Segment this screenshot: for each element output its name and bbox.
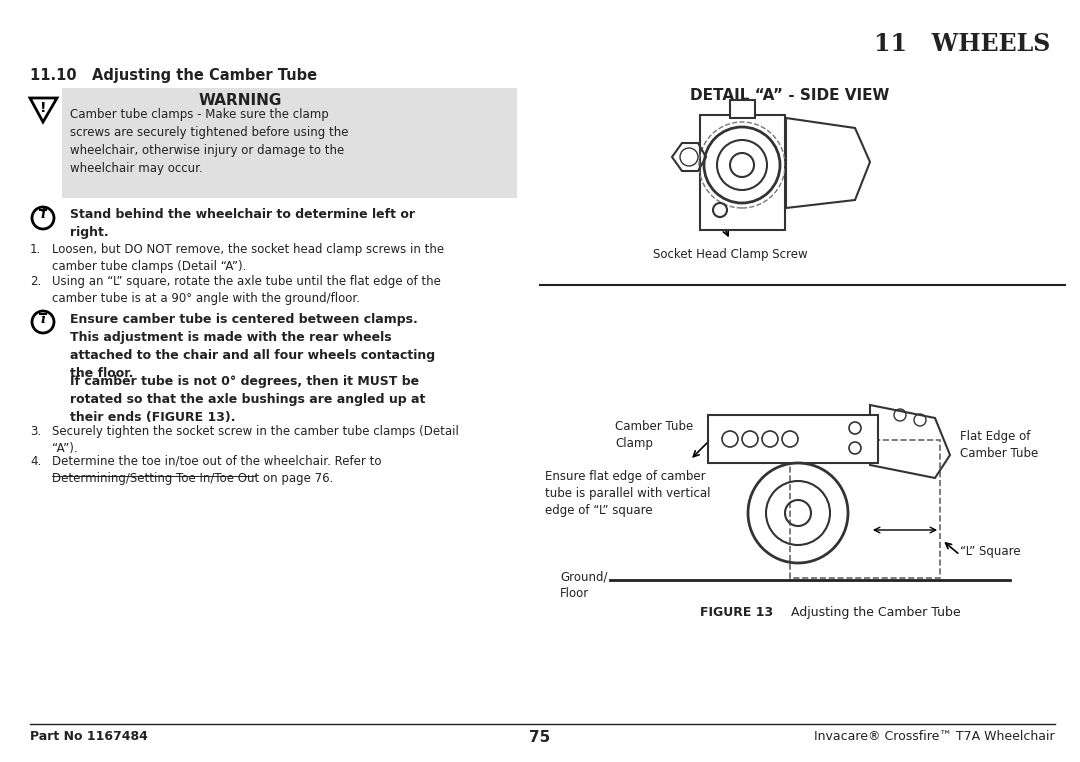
Text: !: ! xyxy=(40,101,46,115)
Text: Loosen, but DO NOT remove, the socket head clamp screws in the
camber tube clamp: Loosen, but DO NOT remove, the socket he… xyxy=(52,243,444,273)
Text: Using an “L” square, rotate the axle tube until the flat edge of the
camber tube: Using an “L” square, rotate the axle tub… xyxy=(52,275,441,305)
Text: Adjusting the Camber Tube: Adjusting the Camber Tube xyxy=(775,606,960,619)
Text: 1.: 1. xyxy=(30,243,41,256)
Bar xyxy=(62,88,517,198)
Bar xyxy=(730,100,755,118)
Text: FIGURE 13: FIGURE 13 xyxy=(700,606,773,619)
Text: Flat Edge of
Camber Tube: Flat Edge of Camber Tube xyxy=(960,430,1038,460)
Text: 2.: 2. xyxy=(30,275,41,288)
Text: i: i xyxy=(41,209,45,222)
Text: 4.: 4. xyxy=(30,455,41,468)
Text: Socket Head Clamp Screw: Socket Head Clamp Screw xyxy=(652,248,808,261)
Text: i: i xyxy=(41,312,45,325)
Text: Camber Tube
Clamp: Camber Tube Clamp xyxy=(615,420,693,450)
Text: Securely tighten the socket screw in the camber tube clamps (Detail
“A”).: Securely tighten the socket screw in the… xyxy=(52,425,459,455)
Text: Ensure camber tube is centered between clamps.: Ensure camber tube is centered between c… xyxy=(70,313,418,326)
Text: “L” Square: “L” Square xyxy=(960,545,1021,558)
Text: Determine the toe in/toe out of the wheelchair. Refer to
Determining/Setting Toe: Determine the toe in/toe out of the whee… xyxy=(52,455,381,485)
Text: 75: 75 xyxy=(529,730,551,745)
Text: If camber tube is not 0° degrees, then it MUST be
rotated so that the axle bushi: If camber tube is not 0° degrees, then i… xyxy=(70,375,426,424)
Text: 11.10   Adjusting the Camber Tube: 11.10 Adjusting the Camber Tube xyxy=(30,68,318,83)
Text: DETAIL “A” - SIDE VIEW: DETAIL “A” - SIDE VIEW xyxy=(690,88,890,103)
Text: Stand behind the wheelchair to determine left or
right.: Stand behind the wheelchair to determine… xyxy=(70,208,415,239)
Text: 11   WHEELS: 11 WHEELS xyxy=(874,32,1050,56)
Text: Camber tube clamps - Make sure the clamp
screws are securely tightened before us: Camber tube clamps - Make sure the clamp… xyxy=(70,108,349,175)
Text: Ensure flat edge of camber
tube is parallel with vertical
edge of “L” square: Ensure flat edge of camber tube is paral… xyxy=(545,470,711,517)
Text: 3.: 3. xyxy=(30,425,41,438)
Text: This adjustment is made with the rear wheels
attached to the chair and all four : This adjustment is made with the rear wh… xyxy=(70,331,435,380)
Text: Part No 1167484: Part No 1167484 xyxy=(30,730,148,743)
Bar xyxy=(708,415,878,463)
Text: Invacare® Crossfire™ T7A Wheelchair: Invacare® Crossfire™ T7A Wheelchair xyxy=(814,730,1055,743)
Text: WARNING: WARNING xyxy=(199,93,282,108)
Text: Ground/
Floor: Ground/ Floor xyxy=(561,570,607,600)
Bar xyxy=(700,115,785,230)
